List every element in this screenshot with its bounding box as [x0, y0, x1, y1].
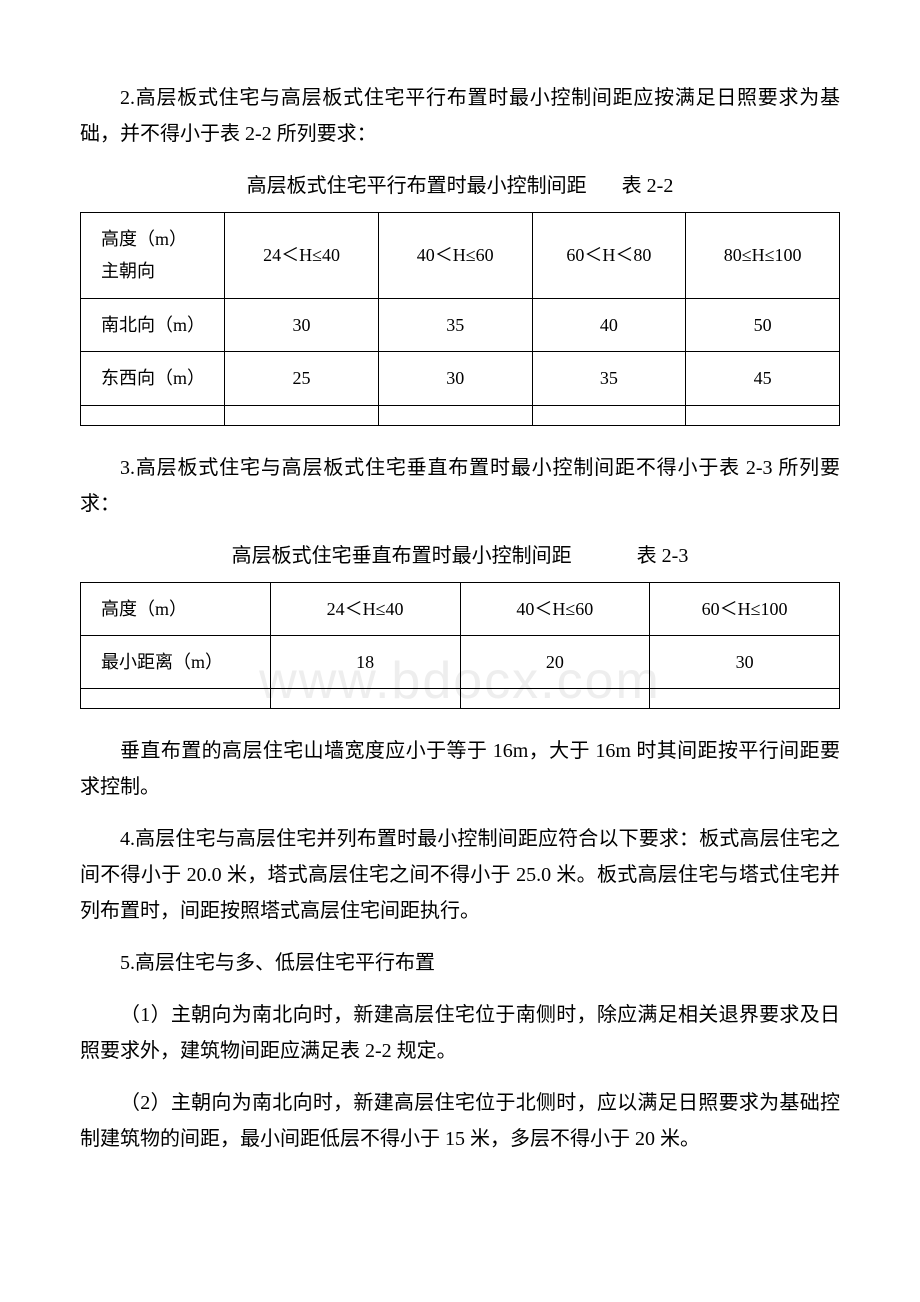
table-2-caption-num: 表 2-3	[637, 538, 689, 574]
paragraph-4: 4.高层住宅与高层住宅并列布置时最小控制间距应符合以下要求：板式高层住宅之间不得…	[80, 821, 840, 929]
table-row: 最小距离（m） 18 20 30	[81, 635, 840, 688]
table-cell: 40	[532, 298, 686, 351]
table-cell: 30	[225, 298, 379, 351]
table-1-caption-main: 高层板式住宅平行布置时最小控制间距	[247, 175, 587, 197]
paragraph-1: 2.高层板式住宅与高层板式住宅平行布置时最小控制间距应按满足日照要求为基础，并不…	[80, 80, 840, 152]
table-cell: 25	[225, 352, 379, 405]
paragraph-2: 3.高层板式住宅与高层板式住宅垂直布置时最小控制间距不得小于表 2-3 所列要求…	[80, 450, 840, 522]
table-cell: 45	[686, 352, 840, 405]
table-cell: 20	[460, 635, 650, 688]
table-cell: 30	[378, 352, 532, 405]
table-1-caption-num: 表 2-2	[622, 168, 674, 204]
corner-top-text: 高度（m）	[101, 223, 216, 255]
table-cell: 30	[650, 635, 840, 688]
table-empty-row	[81, 405, 840, 425]
table-2-header-label: 高度（m）	[81, 582, 271, 635]
table-1-corner-cell: 高度（m） 主朝向	[81, 213, 225, 299]
table-1-row-1-label: 南北向（m）	[81, 298, 225, 351]
table-1: 高度（m） 主朝向 24＜H≤40 40＜H≤60 60＜H＜80 80≤H≤1…	[80, 212, 840, 426]
paragraph-6: （1）主朝向为南北向时，新建高层住宅位于南侧时，除应满足相关退界要求及日照要求外…	[80, 997, 840, 1069]
corner-bottom-text: 主朝向	[101, 255, 216, 287]
table-1-header-1: 24＜H≤40	[225, 213, 379, 299]
table-1-header-2: 40＜H≤60	[378, 213, 532, 299]
table-1-header-4: 80≤H≤100	[686, 213, 840, 299]
table-2-header-1: 24＜H≤40	[270, 582, 460, 635]
paragraph-7: （2）主朝向为南北向时，新建高层住宅位于北侧时，应以满足日照要求为基础控制建筑物…	[80, 1085, 840, 1157]
table-row: 高度（m） 主朝向 24＜H≤40 40＜H≤60 60＜H＜80 80≤H≤1…	[81, 213, 840, 299]
table-2-caption-main: 高层板式住宅垂直布置时最小控制间距	[232, 545, 572, 567]
table-row: 高度（m） 24＜H≤40 40＜H≤60 60＜H≤100	[81, 582, 840, 635]
table-empty-row	[81, 689, 840, 709]
table-row: 南北向（m） 30 35 40 50	[81, 298, 840, 351]
table-row: 东西向（m） 25 30 35 45	[81, 352, 840, 405]
table-1-row-2-label: 东西向（m）	[81, 352, 225, 405]
paragraph-5: 5.高层住宅与多、低层住宅平行布置	[80, 945, 840, 981]
table-1-header-3: 60＜H＜80	[532, 213, 686, 299]
table-1-caption: 高层板式住宅平行布置时最小控制间距 表 2-2	[80, 168, 840, 204]
table-2: 高度（m） 24＜H≤40 40＜H≤60 60＜H≤100 最小距离（m） 1…	[80, 582, 840, 710]
table-2-header-2: 40＜H≤60	[460, 582, 650, 635]
table-cell: 18	[270, 635, 460, 688]
table-cell: 50	[686, 298, 840, 351]
table-2-header-3: 60＜H≤100	[650, 582, 840, 635]
document-content: 2.高层板式住宅与高层板式住宅平行布置时最小控制间距应按满足日照要求为基础，并不…	[80, 80, 840, 1157]
paragraph-3: 垂直布置的高层住宅山墙宽度应小于等于 16m，大于 16m 时其间距按平行间距要…	[80, 733, 840, 805]
table-2-row-1-label: 最小距离（m）	[81, 635, 271, 688]
table-cell: 35	[532, 352, 686, 405]
table-2-caption: 高层板式住宅垂直布置时最小控制间距 表 2-3	[80, 538, 840, 574]
table-cell: 35	[378, 298, 532, 351]
